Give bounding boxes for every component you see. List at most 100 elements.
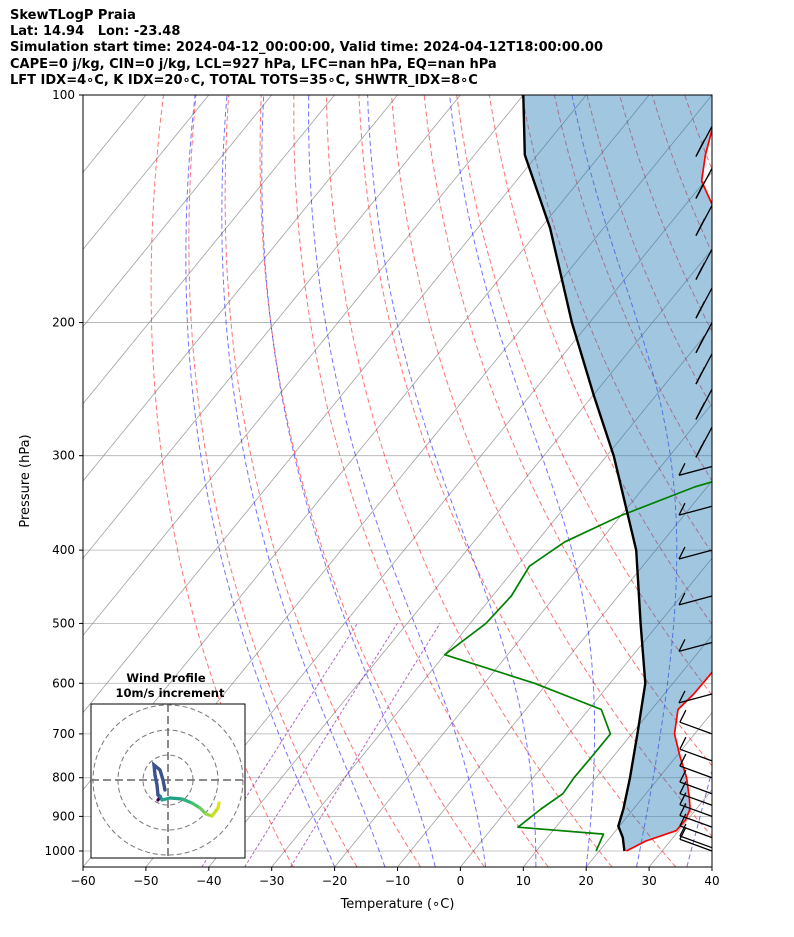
y-tick-label: 100 [52,88,75,102]
y-axis-label: Pressure (hPa) [18,434,33,527]
isotherm-line [83,95,273,328]
wind-barb [678,463,713,476]
wind-barb [695,205,713,236]
y-tick-label: 200 [52,316,75,330]
dry-adiabat [783,95,794,867]
wind-barb [679,781,713,806]
cin-shading [523,95,712,851]
dry-adiabat [717,95,794,867]
hodograph-trace [210,806,220,818]
moist-adiabat [367,95,537,867]
chart-title: SkewTLogP Praia [10,8,136,23]
wind-barb [695,125,713,157]
wind-barb [679,709,713,735]
wind-barb [679,826,713,852]
wind-barb [695,249,713,280]
mixing-ratio-line [290,623,441,867]
isotherm-line [83,95,461,559]
x-tick-label: 40 [704,874,719,888]
wind-barb [678,690,713,704]
y-tick-label: 700 [52,727,75,741]
wind-barb [679,803,713,828]
isotherm-line [460,557,712,867]
isotherm-line [711,866,712,867]
wind-barb [695,322,713,354]
dry-adiabat [150,95,294,867]
hodograph-subtitle: 10m/s increment [116,686,225,700]
isotherm-line [145,171,712,867]
wind-barb [678,546,713,560]
isotherm-line [83,95,210,251]
y-tick-label: 300 [52,449,75,463]
x-tick-label: −20 [322,874,347,888]
isotherm-line [83,95,587,714]
moist-adiabat [185,95,336,867]
hodograph-trace [168,796,184,801]
isotherm-line [522,634,712,867]
y-tick-label: 400 [52,543,75,557]
x-tick-label: 20 [579,874,594,888]
x-tick-label: −40 [196,874,221,888]
wind-barb [679,792,713,818]
dry-adiabat [391,95,712,838]
wind-barb [678,502,713,516]
x-tick-label: −60 [70,874,95,888]
parcel-profile [522,95,647,852]
dry-adiabat [423,95,712,767]
y-tick-label: 1000 [44,844,75,858]
hodograph-trace [180,797,194,805]
x-tick-label: −30 [259,874,284,888]
dewpoint-profile [443,481,712,852]
moist-adiabat [221,95,386,867]
moist-adiabat [571,95,678,867]
isotherm-line [83,95,398,482]
dry-adiabat [224,95,422,867]
wind-barb [679,736,713,762]
stability-params: CAPE=0 j/kg, CIN=0 j/kg, LCL=927 hPa, LF… [10,56,497,72]
isotherm-line [83,95,335,405]
isotherm-line [271,325,712,867]
wind-barb [679,753,713,779]
isotherm-line [397,480,712,867]
dry-adiabat [488,95,712,626]
x-axis-label: Temperature (∘C) [340,897,455,912]
dry-adiabat [188,95,358,867]
moist-adiabat [261,95,436,867]
chart-header: SkewTLogP Praia Lat: 14.94 Lon: -23.48 S… [10,8,790,89]
hodograph-trace [216,801,221,810]
y-tick-label: 800 [52,771,75,785]
y-tick-label: 900 [52,809,75,823]
wind-barb [679,823,713,849]
wind-barb [678,592,713,606]
isotherm-line [585,711,712,867]
wind-barb [695,167,713,199]
station-location: Lat: 14.94 Lon: -23.48 [10,24,181,40]
isotherm-line [83,95,524,637]
x-tick-label: −50 [133,874,158,888]
dry-adiabat [456,95,712,696]
index-params: LFT IDX=4∘C, K IDX=20∘C, TOTAL TOTS=35∘C… [10,72,478,88]
temperature-profile [625,126,712,852]
wind-barb [678,639,713,653]
moist-adiabat [308,95,487,867]
y-tick-label: 500 [52,616,75,630]
y-tick-label: 600 [52,676,75,690]
hodograph: Wind Profile 10m/s increment [90,671,246,859]
isotherm-line [208,248,712,867]
wind-barb [695,388,713,420]
x-tick-label: 10 [516,874,531,888]
simulation-times: Simulation start time: 2024-04-12_00:00:… [10,40,603,56]
dry-adiabat [521,95,712,554]
isotherm-line [83,95,84,96]
dry-adiabat [750,95,794,867]
isotherm-line [334,403,712,867]
wind-barb [695,426,713,458]
dry-adiabat [259,95,485,867]
dry-adiabat [293,95,549,867]
x-tick-label: −10 [385,874,410,888]
mixing-ratio-line [244,623,398,867]
x-tick-label: 0 [457,874,465,888]
x-tick-label: 30 [641,874,656,888]
hodograph-trace [151,761,167,797]
wind-barbs [678,125,713,852]
